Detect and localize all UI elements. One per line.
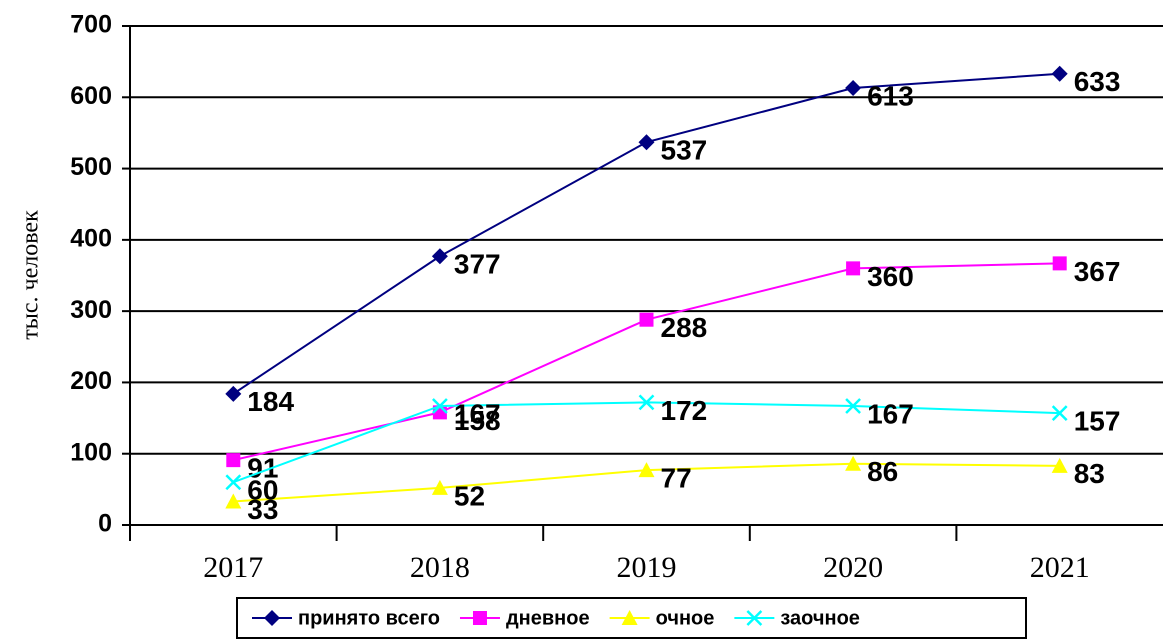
data-label: 613: [867, 80, 914, 111]
data-point: [225, 493, 242, 509]
data-label: 167: [454, 398, 501, 429]
series-line: [232, 72, 1060, 395]
x-tick-label: 2020: [823, 551, 883, 584]
x-tick-label: 2018: [410, 551, 470, 584]
legend-label: очное: [656, 607, 715, 629]
data-label: 60: [247, 475, 278, 506]
data-label: 288: [661, 312, 708, 343]
data-point: [226, 453, 241, 468]
data-point: [1051, 457, 1068, 473]
y-tick-label: 600: [70, 82, 112, 110]
data-label: 52: [454, 480, 485, 511]
legend-marker: [472, 611, 487, 625]
y-tick-label: 300: [70, 296, 112, 324]
data-label: 77: [661, 463, 692, 494]
data-point: [846, 261, 861, 276]
legend-marker: [264, 610, 280, 626]
data-point: [431, 248, 448, 265]
legend-marker: [621, 610, 638, 625]
data-label: 83: [1074, 458, 1105, 489]
legend-label: принято всего: [298, 607, 440, 629]
y-axis-label: тыс. человек: [18, 210, 44, 340]
data-label: 184: [247, 386, 294, 417]
legend-marker: [746, 610, 763, 626]
data-label: 86: [867, 456, 898, 487]
y-tick-label: 200: [70, 367, 112, 395]
data-point: [845, 398, 861, 414]
data-point: [845, 80, 862, 97]
series-line: [233, 262, 1060, 462]
data-point: [639, 312, 654, 327]
data-label: 367: [1074, 256, 1121, 287]
y-tick-label: 700: [70, 11, 112, 39]
legend-label: дневное: [506, 607, 590, 629]
data-point: [638, 462, 655, 478]
data-point: [225, 474, 242, 491]
data-label: 157: [1074, 405, 1121, 436]
data-point: [225, 385, 242, 402]
data-point: [638, 134, 655, 151]
data-point: [638, 394, 655, 411]
y-tick-label: 0: [98, 510, 112, 538]
data-label: 633: [1074, 66, 1121, 97]
data-point: [432, 398, 448, 414]
x-tick-label: 2017: [203, 551, 263, 584]
data-label: 158: [454, 405, 501, 436]
data-point: [1052, 256, 1067, 271]
data-point: [431, 479, 448, 495]
data-point: [845, 455, 862, 471]
y-tick-label: 100: [70, 438, 112, 466]
x-tick-label: 2019: [617, 551, 677, 584]
x-tick-label: 2021: [1030, 551, 1090, 584]
data-point: [1051, 65, 1068, 82]
data-label: 537: [661, 135, 708, 166]
data-label: 360: [867, 261, 914, 292]
y-tick-label: 400: [70, 224, 112, 252]
data-label: 172: [661, 395, 708, 426]
data-label: 377: [454, 249, 501, 280]
legend-label: заочное: [780, 607, 860, 629]
y-tick-label: 500: [70, 153, 112, 181]
data-label: 167: [867, 398, 914, 429]
data-point: [1051, 405, 1068, 421]
data-label: 33: [247, 494, 278, 525]
